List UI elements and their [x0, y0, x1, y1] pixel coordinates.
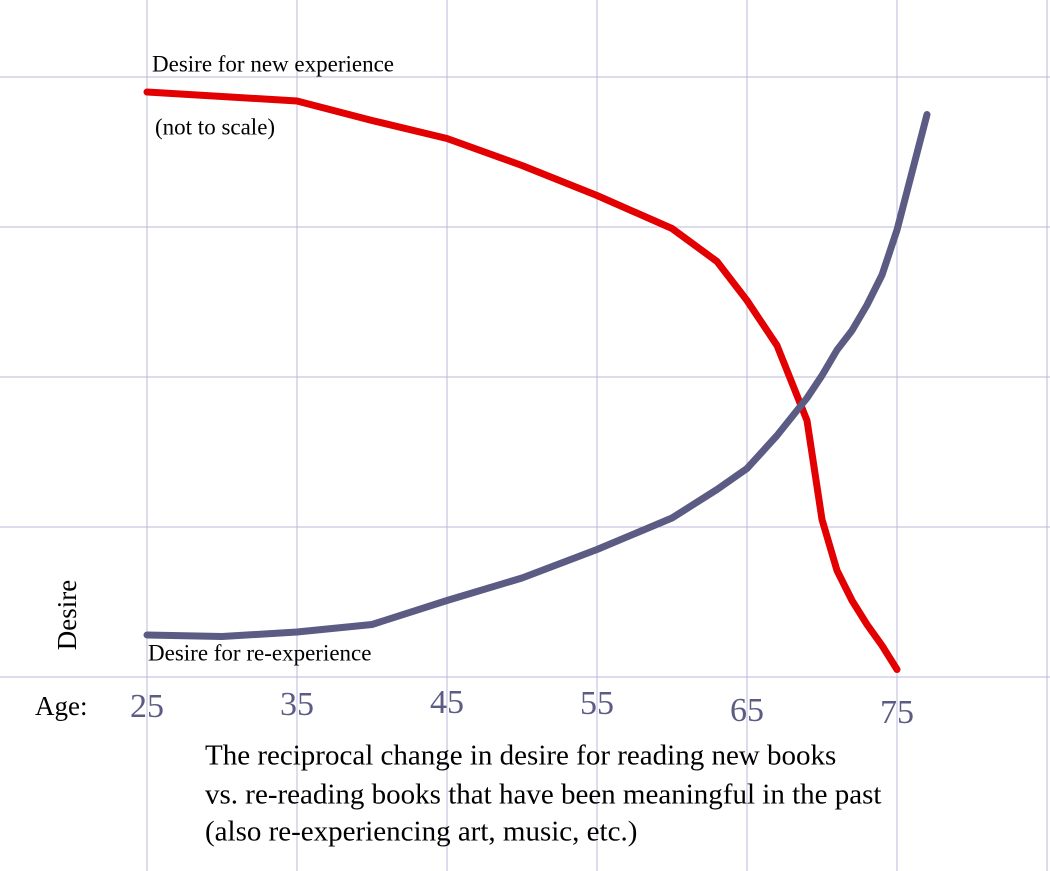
y-axis-label: Desire	[52, 580, 82, 650]
x-axis-label: Age:	[35, 691, 87, 721]
x-tick-label: 45	[430, 684, 464, 721]
x-tick-label: 75	[880, 694, 914, 731]
x-tick-label: 55	[580, 685, 614, 722]
caption-line: The reciprocal change in desire for read…	[205, 740, 836, 772]
annotation: (not to scale)	[155, 114, 275, 139]
x-tick-label: 35	[280, 686, 314, 723]
series-label: Desire for re-experience	[148, 640, 371, 665]
series-label: Desire for new experience	[152, 51, 394, 76]
x-tick-label: 25	[130, 688, 164, 725]
series-line	[143, 111, 931, 640]
series-line	[143, 88, 901, 673]
caption-line: (also re-experiencing art, music, etc.)	[205, 816, 637, 848]
x-tick-label: 65	[730, 692, 764, 729]
caption-line: vs. re-reading books that have been mean…	[205, 779, 881, 811]
